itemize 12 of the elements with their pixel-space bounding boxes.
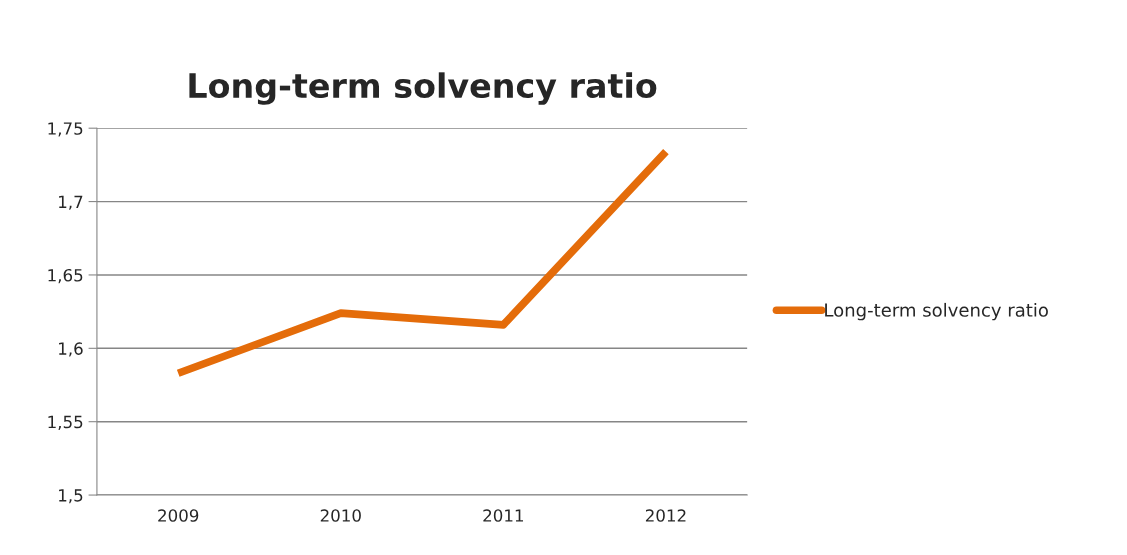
chart-title: Long-term solvency ratio (189, 72, 657, 105)
x-tick-label: 2010 (320, 509, 361, 522)
legend-label: Long-term solvency ratio (825, 302, 1048, 321)
x-tick-label: 2012 (645, 509, 686, 522)
y-tick-label: 1,55 (48, 415, 83, 430)
x-tick-label: 2011 (483, 509, 524, 522)
y-tick-label: 1,65 (48, 268, 83, 284)
y-tick-label: 1,7 (59, 195, 83, 210)
y-tick-label: 1,6 (59, 342, 83, 357)
y-tick-label: 1,75 (48, 122, 83, 137)
y-tick-label: 1,5 (59, 489, 83, 504)
x-tick-label: 2009 (158, 509, 199, 522)
